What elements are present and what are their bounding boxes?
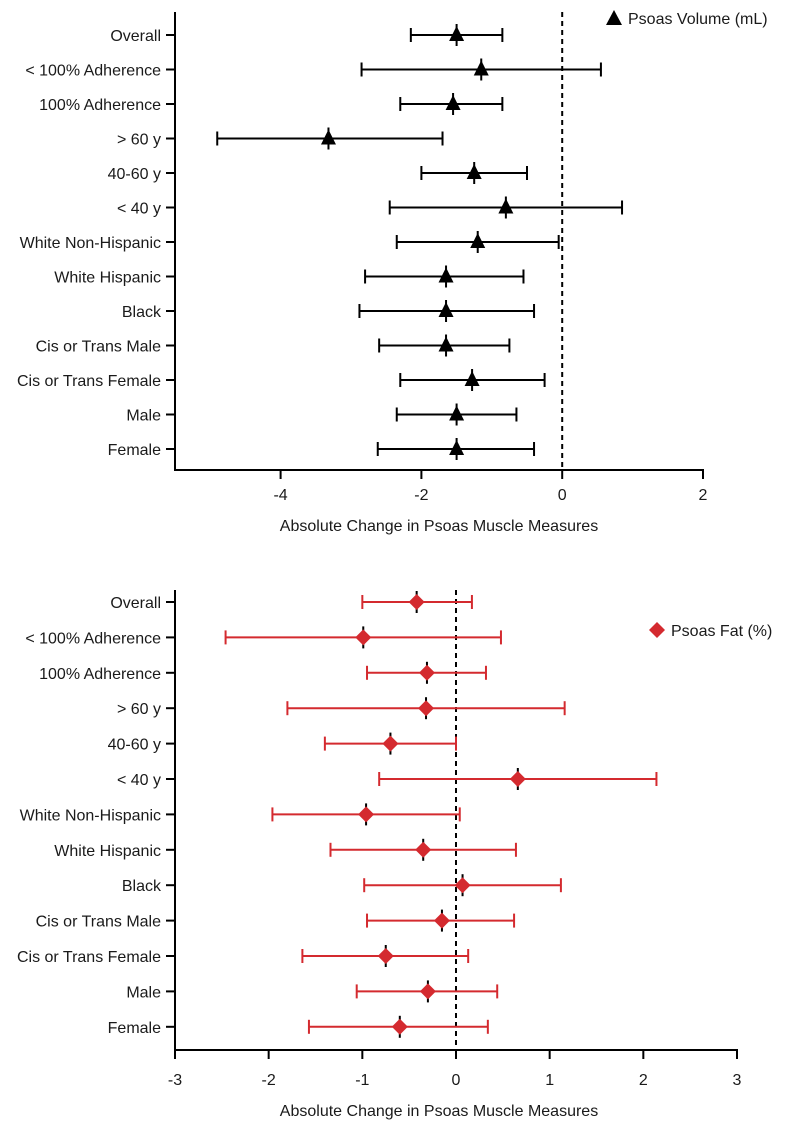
x-tick-label: 2 bbox=[699, 487, 708, 504]
estimate-marker-black bbox=[454, 877, 471, 894]
estimate-marker-40-60-y bbox=[382, 735, 399, 752]
x-tick-label: 1 bbox=[545, 1072, 554, 1089]
estimate-marker-male bbox=[449, 405, 465, 421]
estimate-marker-cis-or-trans-male bbox=[438, 336, 454, 352]
x-tick-label: 2 bbox=[639, 1072, 648, 1089]
x-axis-title: Absolute Change in Psoas Muscle Measures bbox=[280, 1103, 598, 1120]
estimate-marker-white-non-hispanic bbox=[470, 233, 486, 248]
category-label-40-y: < 40 y bbox=[117, 772, 161, 789]
category-label-cis-or-trans-male: Cis or Trans Male bbox=[36, 339, 161, 356]
estimate-marker-100-adherence bbox=[418, 664, 435, 681]
category-label-100-adherence: < 100% Adherence bbox=[25, 630, 161, 647]
category-label-white-hispanic: White Hispanic bbox=[54, 270, 161, 287]
legend-label: Psoas Volume (mL) bbox=[628, 11, 768, 28]
category-label-cis-or-trans-male: Cis or Trans Male bbox=[36, 914, 161, 931]
estimate-marker-female bbox=[391, 1018, 408, 1035]
x-tick-label: -2 bbox=[414, 487, 428, 504]
estimate-marker-40-y bbox=[498, 198, 514, 214]
estimate-marker-40-y bbox=[509, 771, 526, 787]
estimate-marker-white-hispanic bbox=[415, 841, 432, 858]
legend-marker bbox=[606, 10, 622, 25]
category-label-female: Female bbox=[108, 1020, 161, 1037]
category-label-white-non-hispanic: White Non-Hispanic bbox=[20, 235, 161, 252]
estimate-marker-white-non-hispanic bbox=[358, 806, 375, 823]
category-label-40-y: < 40 y bbox=[117, 201, 161, 218]
estimate-marker-overall bbox=[449, 26, 465, 41]
category-label-cis-or-trans-female: Cis or Trans Female bbox=[17, 949, 161, 966]
estimate-marker-male bbox=[419, 983, 436, 1000]
estimate-marker-60-y bbox=[418, 700, 435, 717]
x-tick-label: 3 bbox=[733, 1072, 742, 1089]
category-label-white-non-hispanic: White Non-Hispanic bbox=[20, 807, 161, 824]
category-label-60-y: > 60 y bbox=[117, 701, 161, 718]
legend-marker bbox=[649, 622, 665, 638]
legend-label: Psoas Fat (%) bbox=[671, 623, 772, 640]
category-label-60-y: > 60 y bbox=[117, 132, 161, 149]
estimate-marker-60-y bbox=[320, 129, 336, 145]
estimate-marker-cis-or-trans-female bbox=[464, 371, 480, 386]
estimate-marker-overall bbox=[408, 594, 425, 610]
estimate-marker-100-adherence bbox=[445, 95, 461, 110]
category-label-male: Male bbox=[126, 984, 161, 1001]
x-axis-title: Absolute Change in Psoas Muscle Measures bbox=[280, 518, 598, 535]
category-label-40-60-y: 40-60 y bbox=[108, 737, 161, 754]
category-label-black: Black bbox=[122, 878, 162, 895]
category-label-40-60-y: 40-60 y bbox=[108, 166, 161, 183]
estimate-marker-female bbox=[449, 440, 465, 455]
x-tick-label: -1 bbox=[355, 1072, 369, 1089]
category-label-100-adherence: 100% Adherence bbox=[39, 666, 161, 683]
category-label-100-adherence: 100% Adherence bbox=[39, 97, 161, 114]
estimate-marker-100-adherence bbox=[473, 60, 489, 76]
psoas-volume-panel: -4 -2 0 2 Absolute Change in Psoas Muscle Me… bbox=[17, 10, 768, 535]
category-label-female: Female bbox=[108, 442, 161, 459]
x-tick-label: 0 bbox=[452, 1072, 461, 1089]
estimate-marker-white-hispanic bbox=[438, 267, 454, 283]
x-tick-label: -2 bbox=[262, 1072, 276, 1089]
category-label-black: Black bbox=[122, 304, 162, 321]
estimate-marker-100-adherence bbox=[355, 629, 372, 646]
x-tick-label: -4 bbox=[273, 487, 287, 504]
estimate-marker-black bbox=[438, 302, 454, 317]
estimate-marker-cis-or-trans-male bbox=[433, 912, 450, 929]
estimate-marker-40-60-y bbox=[466, 164, 482, 179]
category-label-cis-or-trans-female: Cis or Trans Female bbox=[17, 373, 161, 390]
category-label-overall: Overall bbox=[110, 28, 161, 45]
psoas-fat-panel: -3 -2 -1 0 1 2 3 Absolute Change in Psoas Muscl… bbox=[17, 590, 772, 1120]
category-label-male: Male bbox=[126, 408, 161, 425]
estimate-marker-cis-or-trans-female bbox=[377, 948, 394, 964]
category-label-100-adherence: < 100% Adherence bbox=[25, 63, 161, 80]
x-tick-label: 0 bbox=[558, 487, 567, 504]
category-label-overall: Overall bbox=[110, 595, 161, 612]
category-label-white-hispanic: White Hispanic bbox=[54, 843, 161, 860]
x-tick-label: -3 bbox=[168, 1072, 182, 1089]
